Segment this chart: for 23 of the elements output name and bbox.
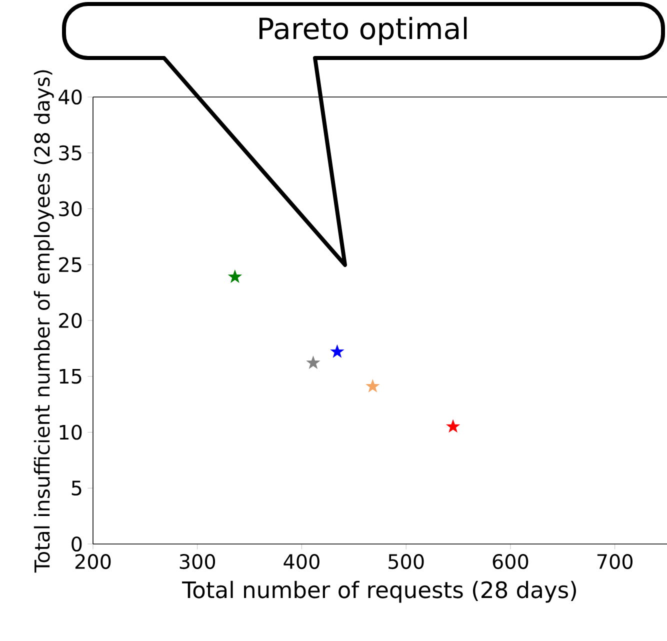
y-tick-label: 10 — [60, 424, 82, 440]
x-tick-label: 300 — [180, 554, 216, 570]
y-tick-label: 40 — [58, 89, 82, 105]
y-tick-label: 20 — [59, 312, 82, 328]
y-tick-label: 0 — [72, 536, 82, 552]
x-tick-label: 400 — [284, 554, 320, 570]
point — [330, 344, 344, 358]
point — [228, 270, 242, 283]
y-tick-label: 30 — [59, 201, 82, 216]
y-tick-label: 15 — [60, 368, 82, 384]
y-tick-label: 35 — [59, 145, 82, 160]
x-axis-title: Total number of requests (28 days) — [182, 580, 576, 603]
x-tick-label: 600 — [492, 554, 528, 570]
point — [446, 420, 460, 432]
y-tick-label: 25 — [59, 257, 82, 272]
x-tick-label: 500 — [388, 554, 424, 570]
x-tick-label: 200 — [75, 554, 111, 570]
y-tick-label: 5 — [72, 480, 82, 496]
text: Pareto optimal — [260, 16, 467, 46]
y-axis-title: Total insufficient number of employees (28 days) — [34, 70, 54, 573]
x-tick-label: 700 — [597, 554, 633, 570]
point — [366, 380, 380, 392]
point — [306, 356, 320, 369]
